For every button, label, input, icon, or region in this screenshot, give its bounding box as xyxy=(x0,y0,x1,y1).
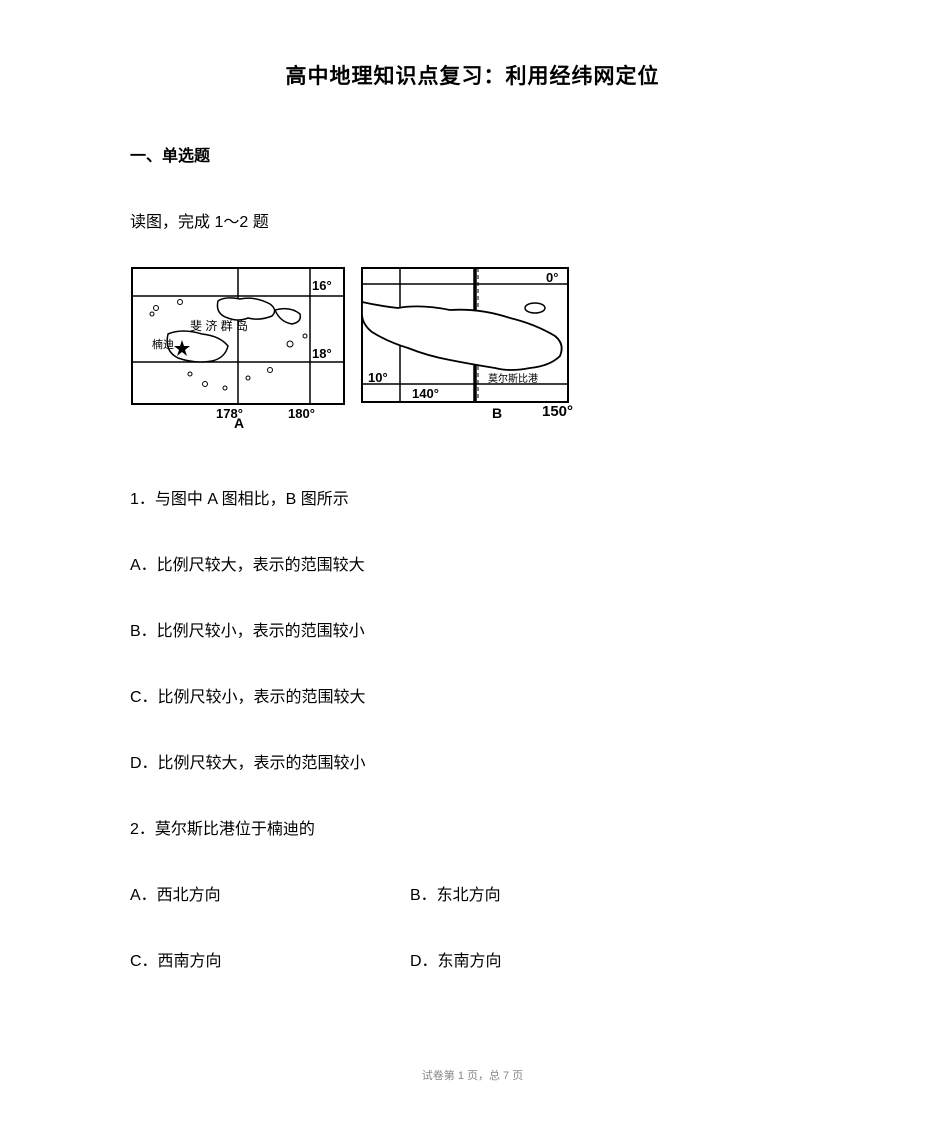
q1-option-d: D．比例尺较大，表示的范围较小 xyxy=(130,749,815,773)
q2-text: 莫尔斯比港位于楠迪的 xyxy=(155,821,315,838)
q2-number: 2． xyxy=(130,821,155,838)
q1-text: 与图中 A 图相比，B 图所示 xyxy=(155,491,349,508)
svg-text:16°: 16° xyxy=(312,278,332,293)
maps-container: 16° 18° 178° 180° 斐 济 群 岛 楠迪 A xyxy=(130,266,815,435)
instruction-text: 读图，完成 1～2 题 xyxy=(130,208,815,232)
svg-text:楠迪: 楠迪 xyxy=(152,337,174,351)
q1-number: 1． xyxy=(130,491,155,508)
map-b: 0° 10° 140° 150° 莫尔斯比港 B xyxy=(360,266,578,435)
svg-text:18°: 18° xyxy=(312,346,332,361)
q1-option-c: C．比例尺较小，表示的范围较大 xyxy=(130,683,815,707)
svg-text:A: A xyxy=(234,415,244,430)
map-b-svg: 0° 10° 140° 150° 莫尔斯比港 B xyxy=(360,266,578,430)
svg-text:B: B xyxy=(492,405,502,421)
map-a: 16° 18° 178° 180° 斐 济 群 岛 楠迪 A xyxy=(130,266,348,435)
svg-text:140°: 140° xyxy=(412,386,439,401)
svg-text:斐 济 群 岛: 斐 济 群 岛 xyxy=(190,318,248,333)
svg-text:10°: 10° xyxy=(368,370,388,385)
q2-option-d: D．东南方向 xyxy=(410,947,690,971)
question-2: 2．莫尔斯比港位于楠迪的 xyxy=(130,815,815,839)
svg-text:0°: 0° xyxy=(546,270,558,285)
section-header: 一、单选题 xyxy=(130,142,815,166)
map-a-svg: 16° 18° 178° 180° 斐 济 群 岛 楠迪 A xyxy=(130,266,348,430)
page-title: 高中地理知识点复习：利用经纬网定位 xyxy=(130,60,815,90)
q2-option-b: B．东北方向 xyxy=(410,881,690,905)
q2-row-ab: A．西北方向 B．东北方向 xyxy=(130,881,815,905)
q1-option-b: B．比例尺较小，表示的范围较小 xyxy=(130,617,815,641)
svg-text:180°: 180° xyxy=(288,406,315,421)
q2-row-cd: C．西南方向 D．东南方向 xyxy=(130,947,815,971)
svg-text:莫尔斯比港: 莫尔斯比港 xyxy=(488,372,538,385)
svg-text:150°: 150° xyxy=(542,403,573,420)
page-footer: 试卷第 1 页，总 7 页 xyxy=(0,1067,945,1083)
q2-option-a: A．西北方向 xyxy=(130,881,410,905)
question-1: 1．与图中 A 图相比，B 图所示 xyxy=(130,485,815,509)
q2-option-c: C．西南方向 xyxy=(130,947,410,971)
q1-option-a: A．比例尺较大，表示的范围较大 xyxy=(130,551,815,575)
